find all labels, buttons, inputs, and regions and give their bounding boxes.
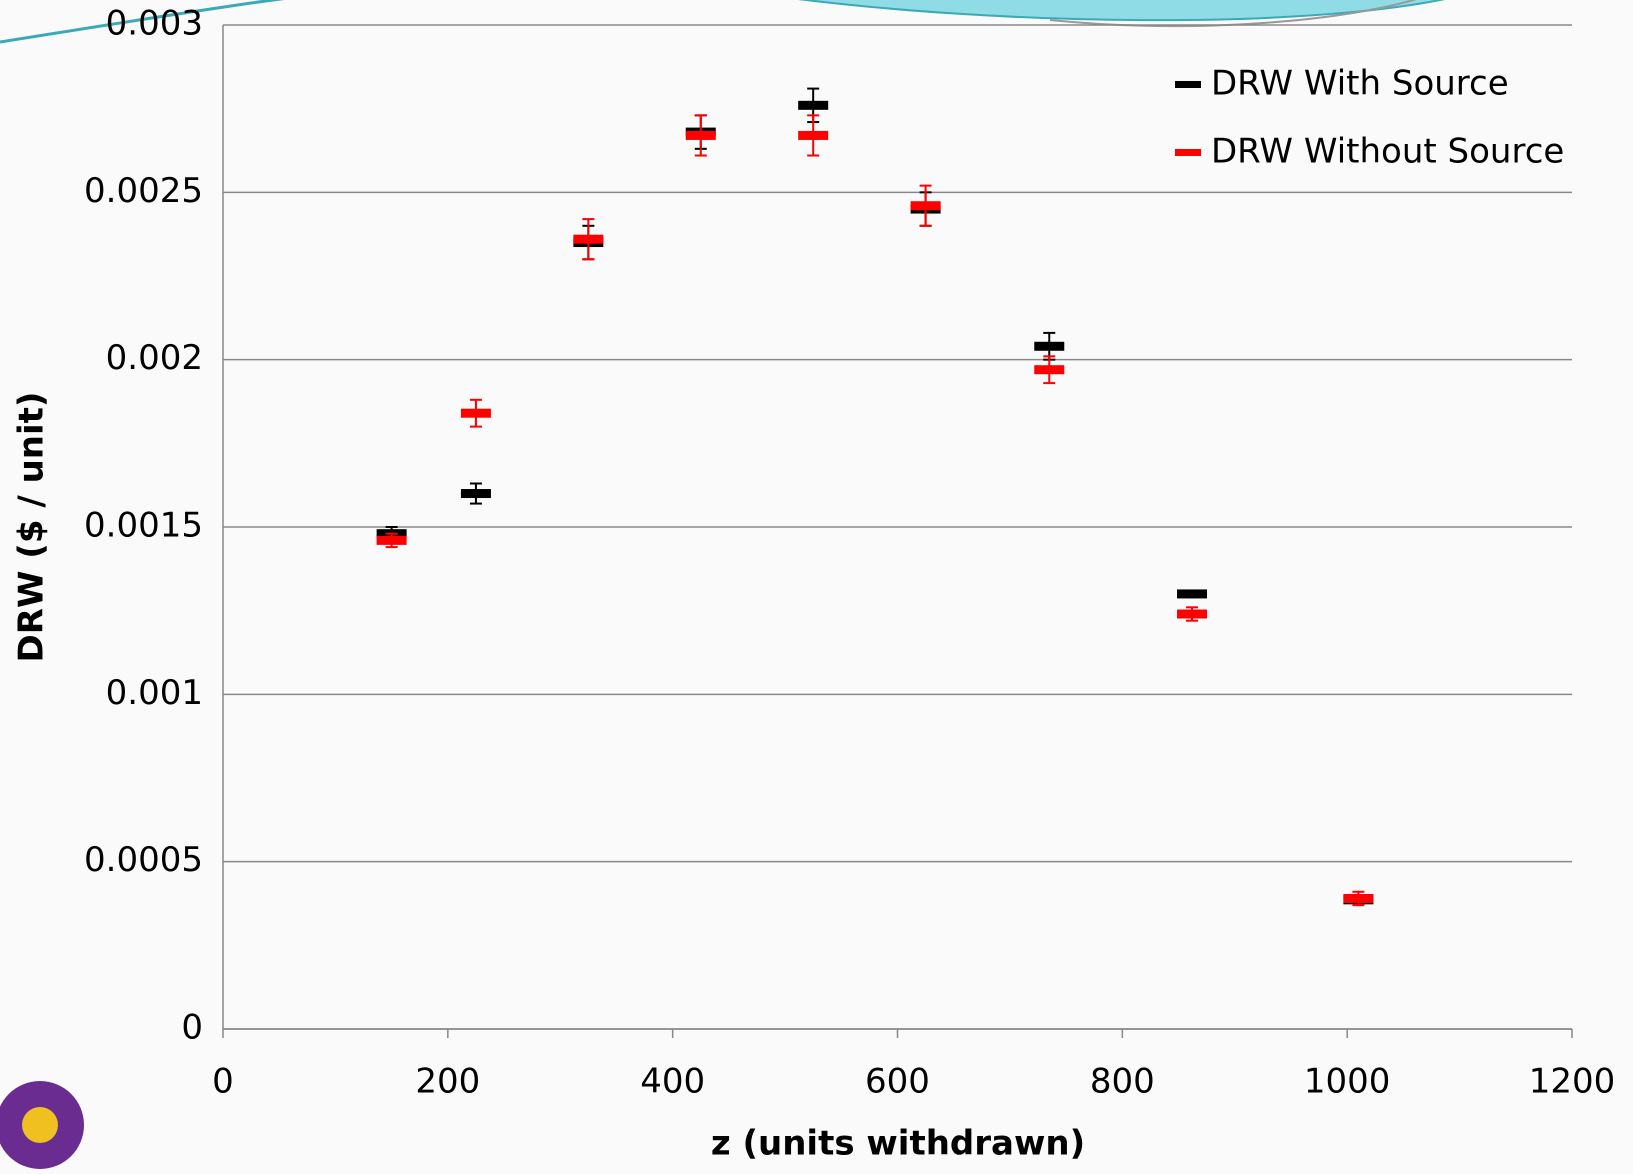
decoration (790, 0, 1450, 20)
y-tick-label: 0.002 (106, 338, 203, 378)
point (1034, 365, 1064, 374)
x-axis-title: z (units withdrawn) (711, 1124, 1085, 1164)
legend-marker (1175, 81, 1201, 88)
x-tick-label: 200 (415, 1062, 480, 1102)
y-tick-label: 0.003 (106, 4, 203, 44)
point (1177, 610, 1207, 619)
y-tick-label: 0.0005 (84, 840, 203, 880)
point (1034, 342, 1064, 351)
point (686, 131, 716, 140)
point (1343, 894, 1373, 903)
logo (0, 1081, 84, 1169)
point (377, 536, 407, 545)
x-tick-label: 600 (865, 1062, 930, 1102)
chart: z (units withdrawn) DRW ($ / unit) 0 0.00… (0, 0, 1633, 1170)
point (573, 235, 603, 244)
y-tick-label: 0.001 (106, 673, 203, 713)
x-tick-label: 400 (640, 1062, 705, 1102)
point (1177, 589, 1207, 598)
y-tick-label: 0.0015 (84, 506, 203, 546)
x-tick-label: 0 (212, 1062, 234, 1102)
point (798, 131, 828, 140)
point (911, 201, 941, 210)
y-tick-label: 0.0025 (84, 171, 203, 211)
x-tick-label: 800 (1090, 1062, 1155, 1102)
point (461, 489, 491, 498)
page: z (units withdrawn) DRW ($ / unit) 0 0.00… (0, 0, 1633, 1170)
x-tick-label: 1000 (1304, 1062, 1391, 1102)
legend-label: DRW Without Source (1211, 132, 1564, 172)
legend-label: DRW With Source (1211, 64, 1509, 104)
y-tick-label: 0 (181, 1008, 203, 1048)
point (798, 101, 828, 110)
legend-marker (1175, 149, 1201, 156)
y-axis-title: DRW ($ / unit) (12, 392, 52, 663)
x-tick-label: 1200 (1529, 1062, 1616, 1102)
point (461, 409, 491, 418)
